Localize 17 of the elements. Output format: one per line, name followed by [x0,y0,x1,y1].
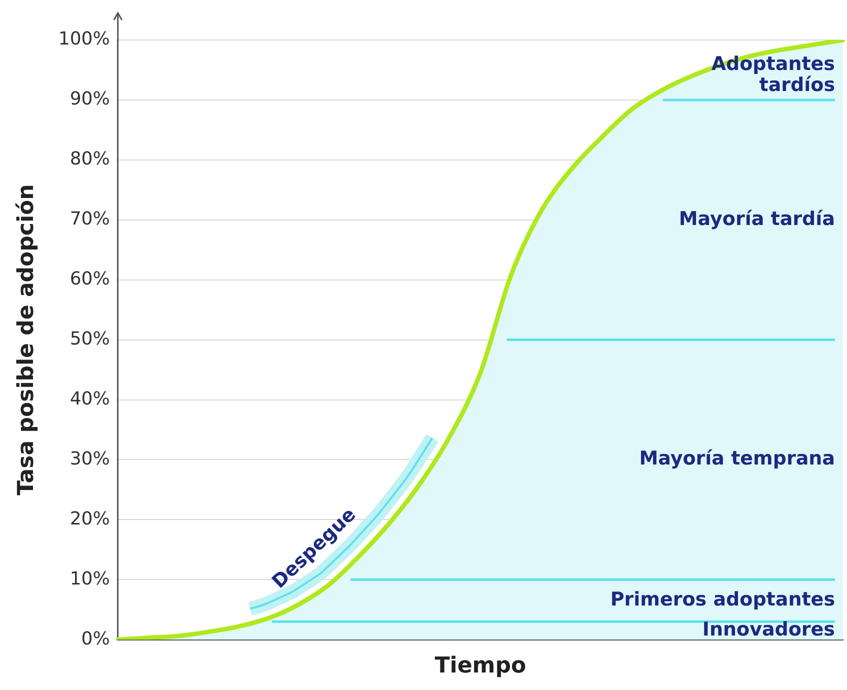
y-tick-label: 70% [70,208,110,230]
y-tick-label: 60% [70,268,110,290]
y-tick-label: 30% [70,448,110,470]
annotation: Mayoría tardía [678,208,835,230]
annotation: Primeros adoptantes [610,588,835,611]
y-tick-label: 80% [70,148,110,170]
annotation: Mayoría temprana [639,448,835,470]
y-tick-label: 40% [70,388,110,410]
y-axis-title: Tasa posible de adopción [14,184,39,496]
y-tick-label: 10% [70,568,110,590]
y-tick-label: 50% [70,328,110,350]
y-tick-label: 0% [81,628,110,650]
y-tick-label: 20% [70,508,110,530]
y-tick-label: 100% [58,28,110,50]
y-tick-label: 90% [70,88,110,110]
annotation: Innovadores [702,618,835,641]
x-axis-title: Tiempo [434,654,526,679]
